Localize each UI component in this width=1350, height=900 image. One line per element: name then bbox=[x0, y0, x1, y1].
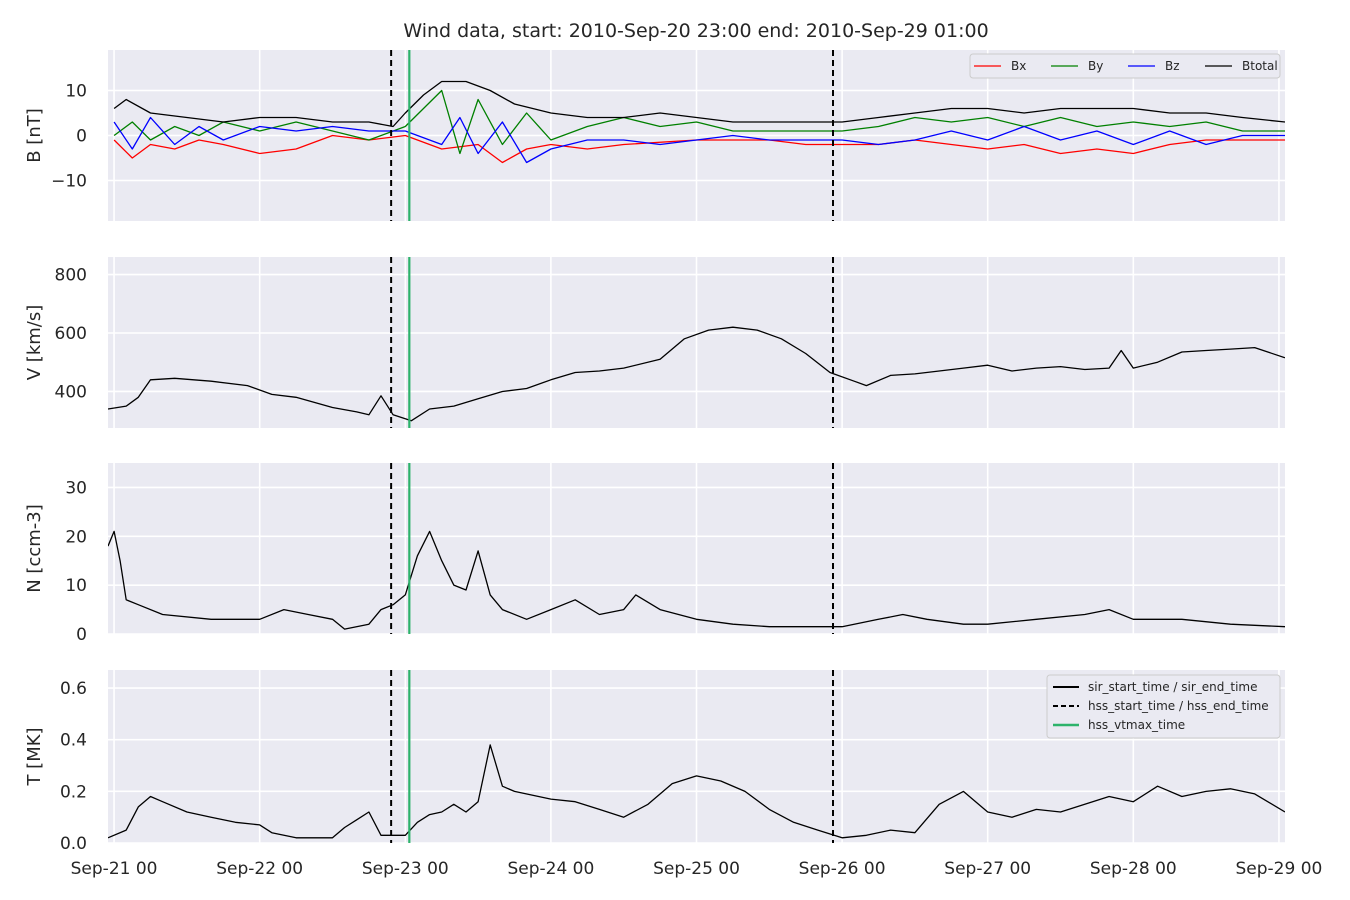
y-axis-label: B [nT] bbox=[24, 108, 45, 163]
y-tick-label: 0.4 bbox=[60, 731, 87, 751]
series-line-t bbox=[108, 744, 1285, 839]
legend-label: sir_start_time / sir_end_time bbox=[1088, 680, 1258, 694]
legend-label: Bz bbox=[1165, 59, 1180, 73]
x-tick-label: Sep-23 00 bbox=[362, 859, 449, 879]
legend-t: sir_start_time / sir_end_time hss_start_t… bbox=[1046, 674, 1281, 739]
x-tick-label: Sep-22 00 bbox=[216, 859, 303, 879]
series-line-btotal bbox=[113, 80, 1285, 128]
y-tick-label: 600 bbox=[55, 324, 87, 344]
x-tick-label: Sep-28 00 bbox=[1090, 859, 1177, 879]
y-tick-label: 400 bbox=[55, 382, 87, 402]
y-tick-label: 0.6 bbox=[60, 679, 87, 699]
series-group bbox=[113, 80, 1285, 164]
legend-label: hss_vtmax_time bbox=[1088, 718, 1185, 732]
series-group bbox=[108, 744, 1285, 839]
legend-label: hss_start_time / hss_end_time bbox=[1088, 699, 1269, 713]
y-tick-label: 10 bbox=[65, 576, 87, 596]
series-line-v bbox=[108, 326, 1285, 422]
x-tick-label: Sep-26 00 bbox=[799, 859, 886, 879]
series-group bbox=[108, 326, 1285, 422]
x-tick-label: Sep-25 00 bbox=[653, 859, 740, 879]
x-axis-tick-labels: Sep-21 00 Sep-22 00 Sep-23 00 Sep-24 00 Sep-… bbox=[71, 859, 1323, 879]
y-axis-label: T [MK] bbox=[24, 727, 45, 786]
legend-frame bbox=[969, 53, 1281, 79]
y-tick-label: 0 bbox=[76, 127, 87, 147]
chart-title: Wind data, start: 2010-Sep-20 23:00 end:… bbox=[403, 20, 988, 42]
y-axis-label: V [km/s] bbox=[24, 305, 45, 380]
series-line-bx bbox=[113, 134, 1285, 164]
y-tick-label: 0.2 bbox=[60, 782, 87, 802]
y-tick-label: −10 bbox=[51, 172, 87, 192]
y-tick-label: 0.0 bbox=[60, 834, 87, 854]
y-tick-label: 30 bbox=[65, 478, 87, 498]
legend-frame bbox=[1046, 674, 1281, 739]
y-tick-label: 20 bbox=[65, 527, 87, 547]
legend-b: Bx By Bz Btotal bbox=[969, 53, 1281, 79]
panel-n: 0 10 20 30 N [ccm-3] bbox=[24, 463, 1285, 645]
legend-label: By bbox=[1088, 59, 1103, 73]
x-tick-label: Sep-24 00 bbox=[507, 859, 594, 879]
series-line-n bbox=[108, 530, 1285, 630]
y-axis-label: N [ccm-3] bbox=[24, 504, 45, 593]
panels: −10 0 10 B [nT] 400 600 800 V [km/s] 0 10 20 30 N [c… bbox=[24, 50, 1285, 854]
y-tick-label: 0 bbox=[76, 625, 87, 645]
y-tick-label: 800 bbox=[55, 266, 87, 286]
panel-v: 400 600 800 V [km/s] bbox=[24, 257, 1285, 428]
series-line-bz bbox=[113, 116, 1285, 164]
legend-label: Bx bbox=[1011, 59, 1026, 73]
x-tick-label: Sep-29 00 bbox=[1236, 859, 1323, 879]
x-tick-label: Sep-27 00 bbox=[944, 859, 1031, 879]
y-tick-label: 10 bbox=[65, 82, 87, 102]
x-tick-label: Sep-21 00 bbox=[71, 859, 158, 879]
legend-label: Btotal bbox=[1242, 59, 1278, 73]
series-group bbox=[108, 530, 1285, 630]
